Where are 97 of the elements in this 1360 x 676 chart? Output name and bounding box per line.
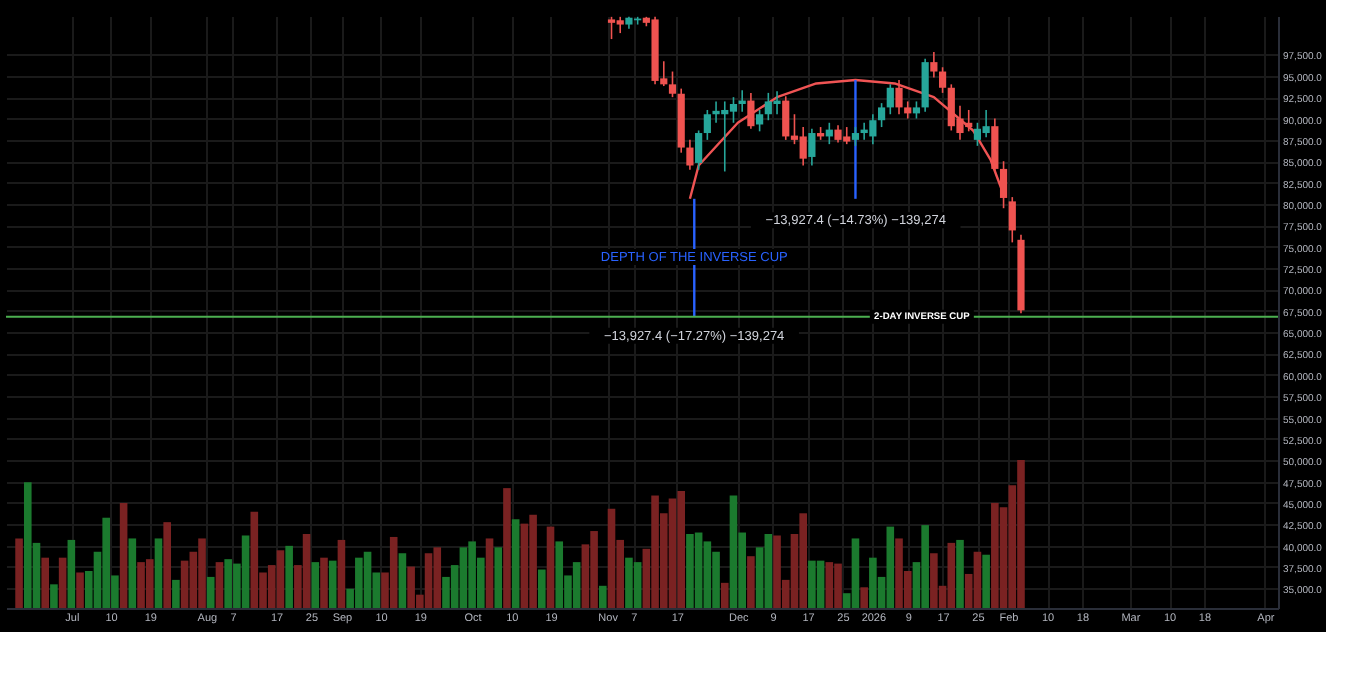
bar bbox=[180, 560, 189, 608]
bar bbox=[607, 508, 616, 608]
bar bbox=[930, 553, 938, 608]
bar bbox=[154, 538, 163, 608]
bar bbox=[694, 532, 703, 608]
bar bbox=[572, 562, 581, 608]
candlestick bbox=[729, 96, 738, 124]
bar bbox=[320, 557, 328, 608]
candlestick bbox=[782, 95, 790, 141]
candlestick bbox=[869, 113, 877, 145]
bar bbox=[991, 502, 999, 608]
bar bbox=[511, 519, 520, 608]
candlestick bbox=[773, 90, 781, 116]
bar bbox=[520, 523, 529, 608]
bar bbox=[747, 556, 755, 608]
candlestick bbox=[695, 129, 703, 171]
bar bbox=[172, 579, 180, 608]
candlestick bbox=[747, 92, 755, 130]
bar bbox=[590, 531, 598, 608]
bar bbox=[215, 562, 224, 608]
bar bbox=[834, 563, 842, 608]
bar bbox=[947, 542, 956, 608]
candlestick bbox=[686, 139, 694, 171]
bar bbox=[67, 539, 76, 608]
candlestick bbox=[668, 70, 677, 98]
bar bbox=[764, 534, 773, 608]
bar bbox=[276, 550, 285, 608]
bar bbox=[119, 502, 128, 608]
bar bbox=[459, 547, 468, 608]
bar bbox=[808, 560, 816, 608]
bar bbox=[956, 539, 964, 608]
candlestick bbox=[982, 109, 990, 139]
bar bbox=[337, 539, 346, 608]
bar bbox=[851, 538, 860, 608]
bar bbox=[546, 526, 555, 608]
bar bbox=[50, 584, 58, 608]
bar bbox=[23, 482, 32, 608]
bar bbox=[485, 538, 494, 608]
candlestick bbox=[921, 57, 929, 113]
bar bbox=[860, 587, 868, 608]
bar bbox=[311, 562, 320, 608]
bar bbox=[598, 585, 607, 608]
bar bbox=[982, 554, 990, 608]
candlestick bbox=[938, 66, 947, 94]
bar bbox=[555, 541, 564, 608]
bar bbox=[529, 514, 537, 608]
bar bbox=[363, 551, 372, 608]
bar bbox=[424, 553, 433, 608]
candlestick bbox=[756, 109, 764, 133]
candlestick bbox=[712, 100, 720, 124]
bar bbox=[128, 538, 137, 608]
candlestick bbox=[877, 102, 886, 128]
candlestick bbox=[973, 121, 982, 147]
candlestick bbox=[808, 127, 816, 167]
bar bbox=[729, 495, 738, 608]
candlestick bbox=[799, 126, 807, 167]
bar bbox=[816, 560, 825, 608]
line-series bbox=[688, 78, 1005, 201]
bar bbox=[973, 551, 982, 608]
bar bbox=[686, 534, 694, 608]
bar bbox=[433, 547, 442, 608]
bar bbox=[41, 557, 50, 608]
bar bbox=[398, 553, 407, 608]
bar bbox=[799, 513, 807, 608]
bar bbox=[76, 572, 84, 608]
candlestick bbox=[886, 83, 894, 116]
bar bbox=[869, 557, 877, 608]
bar bbox=[494, 547, 503, 608]
bar bbox=[703, 541, 712, 608]
bar bbox=[15, 538, 23, 608]
bar bbox=[886, 526, 895, 608]
bar bbox=[720, 582, 729, 608]
bar bbox=[145, 559, 154, 608]
bar bbox=[163, 522, 171, 608]
candlestick bbox=[703, 109, 711, 141]
bar bbox=[302, 534, 311, 608]
candlestick bbox=[930, 51, 938, 79]
candlestick bbox=[1008, 196, 1016, 244]
bar bbox=[677, 491, 686, 608]
bar bbox=[825, 562, 834, 608]
bar bbox=[503, 488, 511, 608]
bar bbox=[58, 557, 67, 608]
bar bbox=[921, 525, 929, 608]
bar bbox=[538, 569, 546, 608]
bar bbox=[206, 576, 215, 608]
bar bbox=[198, 538, 206, 608]
candlestick bbox=[607, 16, 616, 40]
bar bbox=[285, 545, 293, 608]
bar bbox=[250, 511, 259, 608]
bar bbox=[241, 535, 250, 608]
bar bbox=[668, 498, 677, 608]
bar bbox=[633, 562, 642, 608]
bar bbox=[625, 557, 633, 608]
bar bbox=[389, 536, 398, 608]
candlestick bbox=[851, 126, 860, 147]
candlestick bbox=[991, 117, 999, 173]
bar bbox=[328, 560, 337, 608]
